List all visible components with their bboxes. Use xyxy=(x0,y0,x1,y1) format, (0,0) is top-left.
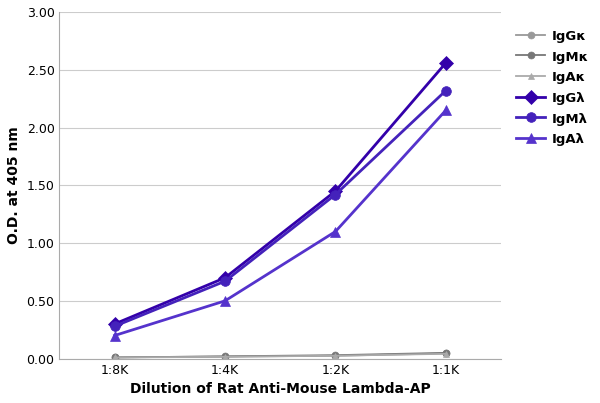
IgAκ xyxy=(221,354,229,359)
IgGλ xyxy=(332,189,339,193)
Line: IgGκ: IgGκ xyxy=(111,350,449,361)
Legend: IgGκ, IgMκ, IgAκ, IgGλ, IgMλ, IgAλ: IgGκ, IgMκ, IgAκ, IgGλ, IgMλ, IgAλ xyxy=(512,25,593,150)
IgGλ xyxy=(221,275,229,280)
IgMκ xyxy=(111,355,118,360)
IgAλ xyxy=(332,229,339,234)
IgMκ xyxy=(221,354,229,359)
IgMκ xyxy=(332,353,339,357)
IgAλ xyxy=(442,108,449,112)
Line: IgMκ: IgMκ xyxy=(111,349,449,361)
IgMλ xyxy=(221,279,229,284)
IgGκ xyxy=(221,354,229,359)
IgGκ xyxy=(111,355,118,359)
IgGλ xyxy=(111,322,118,326)
IgMλ xyxy=(332,192,339,197)
X-axis label: Dilution of Rat Anti-Mouse Lambda-AP: Dilution of Rat Anti-Mouse Lambda-AP xyxy=(130,382,431,396)
IgAλ xyxy=(221,299,229,303)
IgMκ xyxy=(442,351,449,355)
Line: IgAκ: IgAκ xyxy=(111,350,449,361)
IgAκ xyxy=(442,351,449,356)
IgGκ xyxy=(442,351,449,356)
Line: IgAλ: IgAλ xyxy=(110,105,451,341)
Line: IgMλ: IgMλ xyxy=(110,86,451,331)
IgMλ xyxy=(111,324,118,329)
IgGκ xyxy=(332,353,339,358)
Y-axis label: O.D. at 405 nm: O.D. at 405 nm xyxy=(7,127,21,244)
IgAλ xyxy=(111,333,118,338)
IgAκ xyxy=(332,353,339,358)
IgMλ xyxy=(442,88,449,93)
Line: IgGλ: IgGλ xyxy=(110,58,451,329)
IgGλ xyxy=(442,60,449,65)
IgAκ xyxy=(111,355,118,360)
